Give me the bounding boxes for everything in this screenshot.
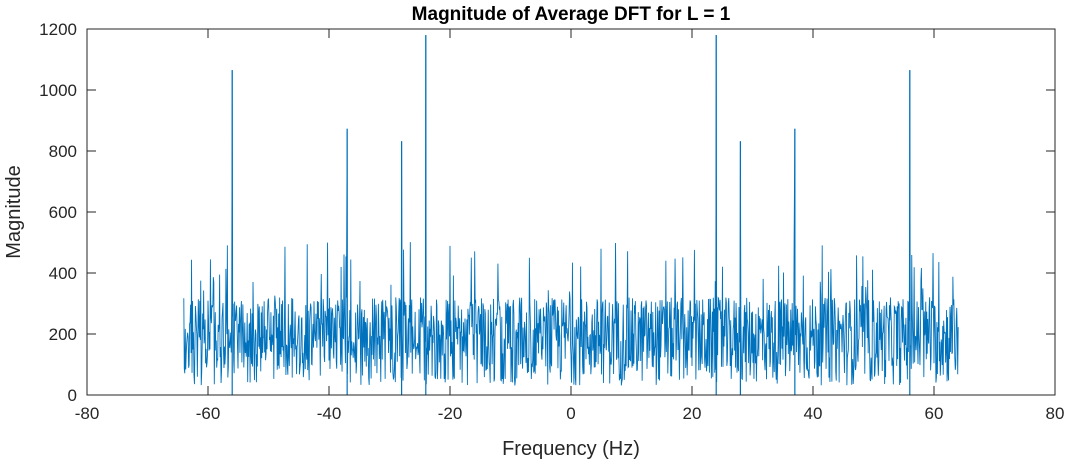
y-tick-label: 1200: [39, 20, 77, 39]
y-tick-label: 800: [49, 142, 77, 161]
chart-title: Magnitude of Average DFT for L = 1: [412, 4, 731, 25]
x-tick-label: 60: [925, 404, 944, 423]
y-tick-label: 0: [68, 386, 77, 405]
series-line: [183, 35, 959, 386]
y-tick-label: 200: [49, 325, 77, 344]
x-tick-label: -40: [317, 404, 342, 423]
y-tick-label: 400: [49, 264, 77, 283]
x-tick-label: 80: [1046, 404, 1065, 423]
x-tick-label: -20: [438, 404, 463, 423]
x-tick-label: 40: [804, 404, 823, 423]
y-axis-label: Magnitude: [3, 165, 25, 258]
x-tick-label: 0: [566, 404, 575, 423]
x-tick-label: -60: [196, 404, 221, 423]
x-tick-label: 20: [683, 404, 702, 423]
y-tick-label: 600: [49, 203, 77, 222]
x-tick-label: -80: [75, 404, 100, 423]
plot-area: [183, 35, 959, 395]
axes: -80 -60 -40 -20 0 20 40 60 800200400600800100012…: [39, 20, 1064, 423]
x-axis-label: Frequency (Hz): [502, 438, 640, 460]
y-tick-label: 1000: [39, 81, 77, 100]
